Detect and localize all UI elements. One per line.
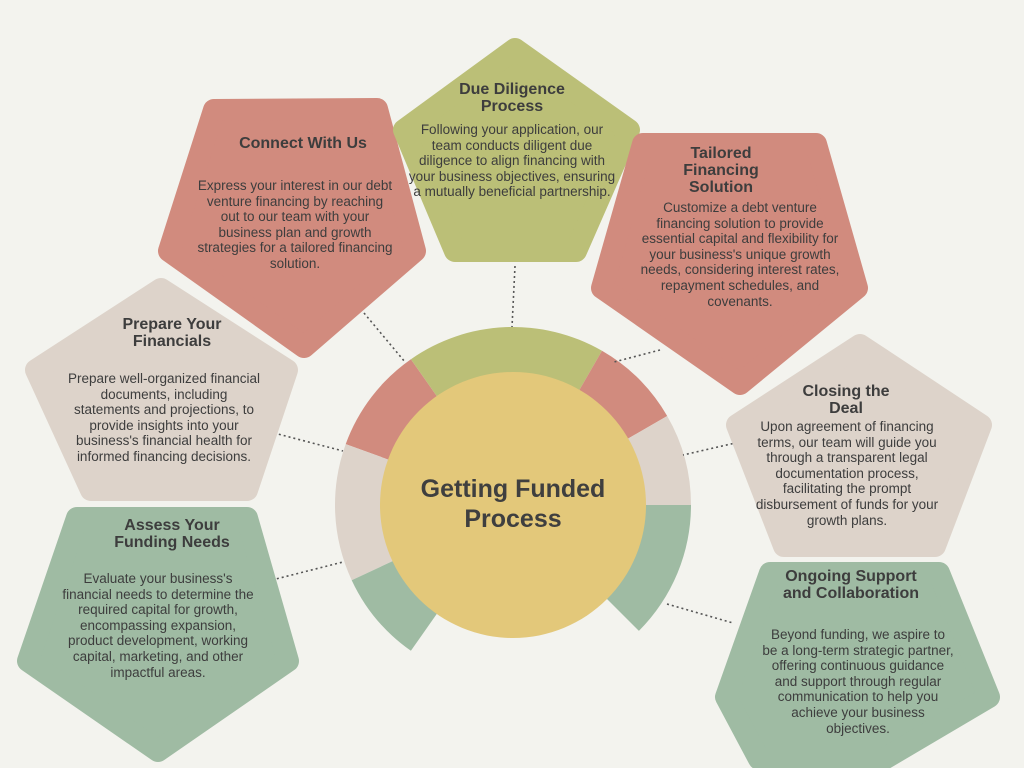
shape-ongoing-support	[715, 562, 1000, 768]
ring-segment-connect	[345, 359, 440, 462]
ring-segment-assess	[351, 559, 440, 651]
connector-ongoing	[666, 603, 734, 624]
shape-prepare-financials	[25, 278, 298, 501]
shape-tailored-financing	[591, 133, 868, 395]
shape-connect-with-us	[158, 98, 426, 358]
step-title-due-diligence: Due Diligence Process	[459, 81, 565, 115]
step-description-connect-with-us: Express your interest in our debt ventur…	[197, 178, 393, 271]
step-title-prepare-financials: Prepare Your Financials	[122, 316, 222, 350]
connector-diligence	[511, 265, 516, 328]
step-shapes	[17, 38, 1000, 768]
step-title-ongoing-support: Ongoing Support and Collaboration	[783, 568, 919, 602]
step-title-closing-the-deal: Closing the Deal	[802, 383, 890, 417]
step-title-connect-with-us: Connect With Us	[239, 135, 367, 152]
connector-prepare	[273, 432, 344, 452]
ring-segment-prepare	[334, 444, 397, 581]
step-description-prepare-financials: Prepare well-organized financial documen…	[67, 371, 261, 464]
step-title-tailored-financing: Tailored Financing Solution	[683, 145, 759, 196]
step-description-closing-the-deal: Upon agreement of financing terms, our t…	[755, 419, 939, 528]
connector-connect	[363, 312, 406, 363]
step-description-due-diligence: Following your application, our team con…	[408, 122, 616, 200]
step-description-ongoing-support: Beyond funding, we aspire to be a long-t…	[762, 627, 954, 736]
ring-segment-tailored	[577, 350, 668, 441]
ring-segment-ongoing	[603, 505, 691, 631]
step-description-tailored-financing: Customize a debt venture financing solut…	[640, 200, 840, 309]
connector-assess	[271, 561, 344, 581]
step-description-assess-funding: Evaluate your business's financial needs…	[62, 571, 254, 680]
center-circle	[380, 372, 646, 638]
shape-closing-the-deal	[726, 334, 992, 557]
shape-due-diligence	[393, 38, 640, 262]
connectors	[271, 265, 758, 624]
center-title: Getting Funded Process	[420, 475, 606, 533]
shape-assess-funding	[17, 507, 299, 762]
step-title-assess-funding: Assess Your Funding Needs	[114, 517, 230, 551]
